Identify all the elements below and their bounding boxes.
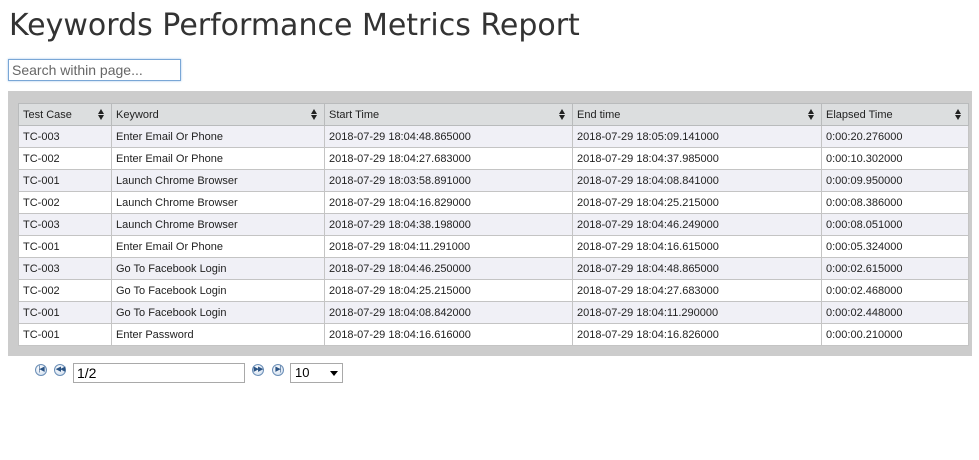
sort-icon xyxy=(311,109,318,121)
chevron-down-icon xyxy=(330,371,338,376)
cell-elapsed-time: 0:00:02.448000 xyxy=(821,301,969,324)
cell-elapsed-time: 0:00:09.950000 xyxy=(821,169,969,192)
cell-keyword: Launch Chrome Browser xyxy=(111,213,325,236)
cell-test-case: TC-001 xyxy=(18,323,112,346)
table-row: TC-001 Go To Facebook Login 2018-07-29 18:… xyxy=(18,301,969,324)
cell-keyword: Go To Facebook Login xyxy=(111,301,325,324)
cell-start-time: 2018-07-29 18:04:27.683000 xyxy=(324,147,573,170)
cell-keyword: Enter Email Or Phone xyxy=(111,125,325,148)
cell-test-case: TC-001 xyxy=(18,169,112,192)
page-size-value: 10 xyxy=(295,365,310,380)
cell-end-time: 2018-07-29 18:05:09.141000 xyxy=(572,125,822,148)
table-row: TC-003 Go To Facebook Login 2018-07-29 18:… xyxy=(18,257,969,280)
cell-keyword: Go To Facebook Login xyxy=(111,257,325,280)
cell-keyword: Enter Email Or Phone xyxy=(111,147,325,170)
table-header-row: Test Case Keyword Start Time End time El… xyxy=(18,103,969,126)
last-page-icon[interactable]: ▶| xyxy=(272,364,284,376)
column-header-test-case[interactable]: Test Case xyxy=(18,103,112,126)
sort-icon xyxy=(98,109,105,121)
cell-start-time: 2018-07-29 18:04:16.829000 xyxy=(324,191,573,214)
cell-end-time: 2018-07-29 18:04:37.985000 xyxy=(572,147,822,170)
report-table-container: Test Case Keyword Start Time End time El… xyxy=(8,91,972,356)
first-page-icon[interactable]: |◀ xyxy=(35,364,47,376)
table-row: TC-002 Go To Facebook Login 2018-07-29 18:… xyxy=(18,279,969,302)
cell-test-case: TC-003 xyxy=(18,257,112,280)
next-page-icon[interactable]: ▶▶ xyxy=(252,364,264,376)
pagination-bar: |◀ ◀◀ ▶▶ ▶| 10 xyxy=(0,362,400,388)
search-input[interactable] xyxy=(8,59,181,81)
cell-end-time: 2018-07-29 18:04:08.841000 xyxy=(572,169,822,192)
cell-test-case: TC-002 xyxy=(18,191,112,214)
table-row: TC-002 Enter Email Or Phone 2018-07-29 18:… xyxy=(18,147,969,170)
keywords-report-table: Test Case Keyword Start Time End time El… xyxy=(18,103,969,346)
cell-test-case: TC-001 xyxy=(18,301,112,324)
cell-elapsed-time: 0:00:02.615000 xyxy=(821,257,969,280)
table-row: TC-003 Launch Chrome Browser 2018-07-29 18… xyxy=(18,213,969,236)
cell-keyword: Enter Password xyxy=(111,323,325,346)
cell-test-case: TC-002 xyxy=(18,279,112,302)
column-header-keyword[interactable]: Keyword xyxy=(111,103,325,126)
cell-elapsed-time: 0:00:20.276000 xyxy=(821,125,969,148)
cell-end-time: 2018-07-29 18:04:48.865000 xyxy=(572,257,822,280)
cell-end-time: 2018-07-29 18:04:25.215000 xyxy=(572,191,822,214)
cell-start-time: 2018-07-29 18:04:48.865000 xyxy=(324,125,573,148)
page-title: Keywords Performance Metrics Report xyxy=(9,8,580,43)
column-header-end-time[interactable]: End time xyxy=(572,103,822,126)
column-header-start-time[interactable]: Start Time xyxy=(324,103,573,126)
sort-icon xyxy=(955,109,962,121)
cell-elapsed-time: 0:00:08.051000 xyxy=(821,213,969,236)
page-size-select[interactable]: 10 xyxy=(290,363,343,383)
cell-end-time: 2018-07-29 18:04:27.683000 xyxy=(572,279,822,302)
table-row: TC-003 Enter Email Or Phone 2018-07-29 18:… xyxy=(18,125,969,148)
cell-elapsed-time: 0:00:08.386000 xyxy=(821,191,969,214)
cell-test-case: TC-003 xyxy=(18,213,112,236)
cell-keyword: Launch Chrome Browser xyxy=(111,169,325,192)
table-row: TC-002 Launch Chrome Browser 2018-07-29 18… xyxy=(18,191,969,214)
cell-start-time: 2018-07-29 18:04:25.215000 xyxy=(324,279,573,302)
cell-elapsed-time: 0:00:05.324000 xyxy=(821,235,969,258)
page-number-input[interactable] xyxy=(73,363,245,383)
cell-start-time: 2018-07-29 18:04:11.291000 xyxy=(324,235,573,258)
cell-end-time: 2018-07-29 18:04:46.249000 xyxy=(572,213,822,236)
table-row: TC-001 Enter Password 2018-07-29 18:04:16.… xyxy=(18,323,969,346)
cell-start-time: 2018-07-29 18:04:08.842000 xyxy=(324,301,573,324)
cell-elapsed-time: 0:00:02.468000 xyxy=(821,279,969,302)
cell-start-time: 2018-07-29 18:04:46.250000 xyxy=(324,257,573,280)
cell-test-case: TC-001 xyxy=(18,235,112,258)
cell-start-time: 2018-07-29 18:03:58.891000 xyxy=(324,169,573,192)
sort-icon xyxy=(808,109,815,121)
cell-keyword: Go To Facebook Login xyxy=(111,279,325,302)
cell-test-case: TC-003 xyxy=(18,125,112,148)
cell-elapsed-time: 0:00:10.302000 xyxy=(821,147,969,170)
cell-start-time: 2018-07-29 18:04:16.616000 xyxy=(324,323,573,346)
cell-test-case: TC-002 xyxy=(18,147,112,170)
table-row: TC-001 Enter Email Or Phone 2018-07-29 18:… xyxy=(18,235,969,258)
cell-elapsed-time: 0:00:00.210000 xyxy=(821,323,969,346)
cell-end-time: 2018-07-29 18:04:11.290000 xyxy=(572,301,822,324)
cell-keyword: Enter Email Or Phone xyxy=(111,235,325,258)
previous-page-icon[interactable]: ◀◀ xyxy=(54,364,66,376)
column-header-elapsed-time[interactable]: Elapsed Time xyxy=(821,103,969,126)
table-row: TC-001 Launch Chrome Browser 2018-07-29 18… xyxy=(18,169,969,192)
cell-keyword: Launch Chrome Browser xyxy=(111,191,325,214)
cell-end-time: 2018-07-29 18:04:16.826000 xyxy=(572,323,822,346)
cell-end-time: 2018-07-29 18:04:16.615000 xyxy=(572,235,822,258)
cell-start-time: 2018-07-29 18:04:38.198000 xyxy=(324,213,573,236)
sort-icon xyxy=(559,109,566,121)
